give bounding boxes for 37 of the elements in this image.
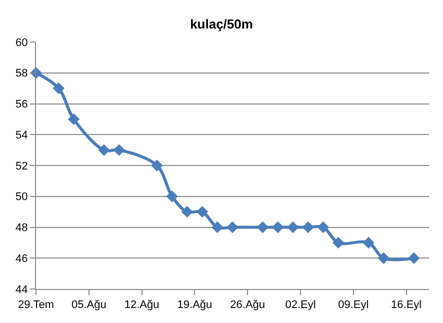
point — [287, 221, 299, 234]
y-tick-label: 48 — [16, 222, 28, 234]
point — [68, 113, 80, 126]
point — [151, 160, 163, 172]
point — [212, 221, 224, 234]
y-tick-label: 54 — [16, 129, 28, 142]
y-tick-label: 50 — [16, 191, 28, 204]
x-tick-label: 02.Eyl — [285, 299, 316, 312]
y-tick-label: 56 — [16, 98, 28, 111]
point — [166, 190, 178, 202]
y-tick-label: 46 — [16, 252, 28, 265]
chart-title: kulaç/50m — [190, 16, 253, 32]
y-tick-label: 52 — [16, 160, 28, 172]
y-tick-label: 58 — [16, 68, 28, 80]
x-tick-label: 26.Ağu — [230, 299, 266, 312]
point — [196, 206, 208, 218]
point — [98, 144, 110, 156]
point — [302, 221, 314, 234]
point — [378, 252, 390, 264]
point — [226, 221, 238, 234]
x-tick-label: 19.Ağu — [177, 299, 212, 312]
point — [113, 144, 125, 156]
x-tick-label: 29.Tem — [18, 299, 54, 312]
point — [52, 82, 65, 94]
point — [181, 206, 193, 218]
y-tick-label: 60 — [16, 36, 28, 49]
x-tick-label: 09.Eyl — [338, 299, 369, 312]
point — [332, 236, 344, 249]
x-tick-label: 16.Eyl — [391, 299, 422, 312]
point — [362, 236, 374, 249]
x-tick-label: 12.Ağu — [124, 299, 160, 312]
y-tick-label: 44 — [16, 284, 28, 296]
point — [317, 221, 330, 234]
point — [408, 252, 420, 264]
x-tick-label: 05.Ağu — [71, 299, 106, 312]
point — [272, 221, 284, 234]
point — [256, 221, 269, 234]
